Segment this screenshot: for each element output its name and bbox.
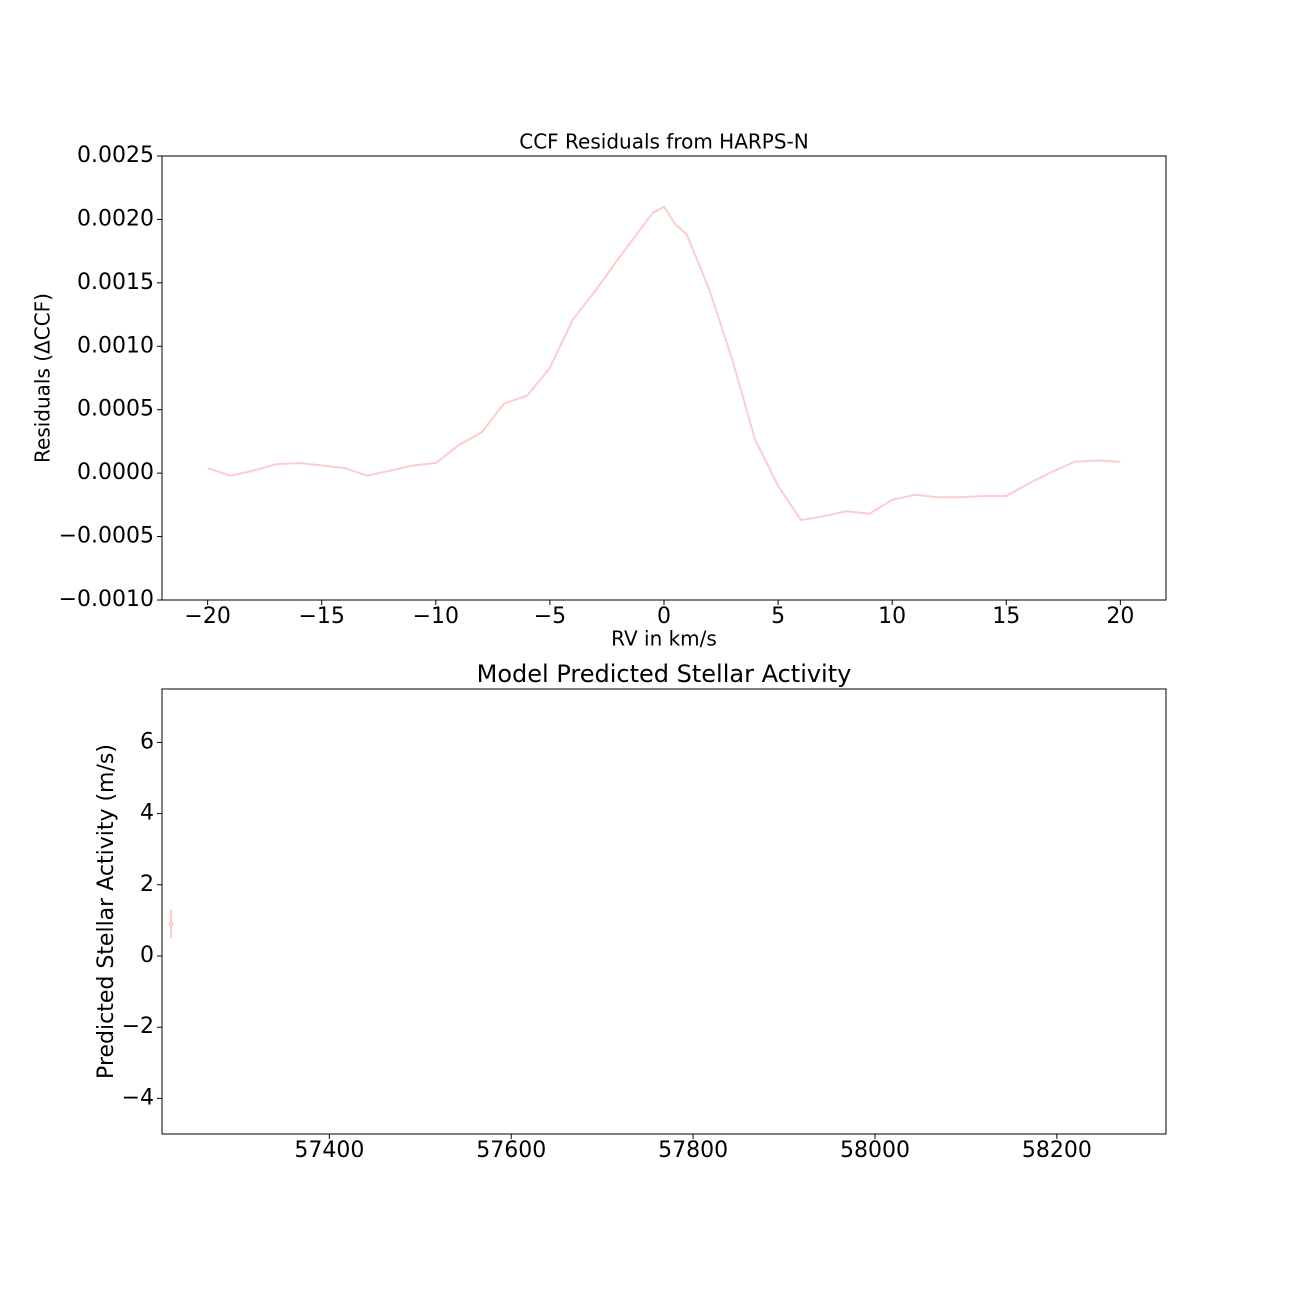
y-axis-label: Predicted Stellar Activity (m/s) <box>94 744 119 1079</box>
y-tick-label: −2 <box>122 1014 154 1039</box>
y-tick-label: 0.0020 <box>77 206 154 231</box>
y-tick-label: 6 <box>140 729 154 754</box>
plot-frame <box>161 688 1167 1135</box>
x-tick-label: 57800 <box>658 1138 728 1163</box>
x-tick-label: 57600 <box>476 1138 546 1163</box>
y-tick-label: 0.0010 <box>77 333 154 358</box>
y-tick-label: −4 <box>122 1085 154 1110</box>
y-tick-label: 0.0005 <box>77 397 154 422</box>
y-tick-label: 2 <box>140 872 154 897</box>
x-tick-label: 57400 <box>294 1138 364 1163</box>
data-line <box>207 205 1121 522</box>
y-axis-label: Residuals (ΔCCF) <box>31 293 55 463</box>
x-tick-label: −15 <box>299 604 345 629</box>
x-tick-label: 58000 <box>840 1138 910 1163</box>
x-tick-label: 5 <box>771 604 785 629</box>
x-tick-label: 10 <box>878 604 906 629</box>
y-tick-label: 4 <box>140 801 154 826</box>
y-tick-label: 0.0000 <box>77 460 154 485</box>
x-tick-label: −10 <box>413 604 459 629</box>
y-tick-label: 0.0015 <box>77 270 154 295</box>
y-tick-label: −0.0010 <box>59 587 154 612</box>
x-tick-label: 58200 <box>1022 1138 1092 1163</box>
y-tick-label: 0 <box>140 943 154 968</box>
x-tick-label: −5 <box>534 604 566 629</box>
plot-frame <box>161 155 1167 601</box>
data-point <box>168 921 174 927</box>
chart-title: CCF Residuals from HARPS-N <box>519 130 808 154</box>
chart-title: Model Predicted Stellar Activity <box>477 660 852 688</box>
x-tick-label: −20 <box>184 604 230 629</box>
y-tick-label: −0.0005 <box>59 524 154 549</box>
x-tick-label: 0 <box>657 604 671 629</box>
x-tick-label: 20 <box>1106 604 1134 629</box>
x-axis-label: RV in km/s <box>611 627 717 651</box>
x-tick-label: 15 <box>992 604 1020 629</box>
y-tick-label: 0.0025 <box>77 143 154 168</box>
